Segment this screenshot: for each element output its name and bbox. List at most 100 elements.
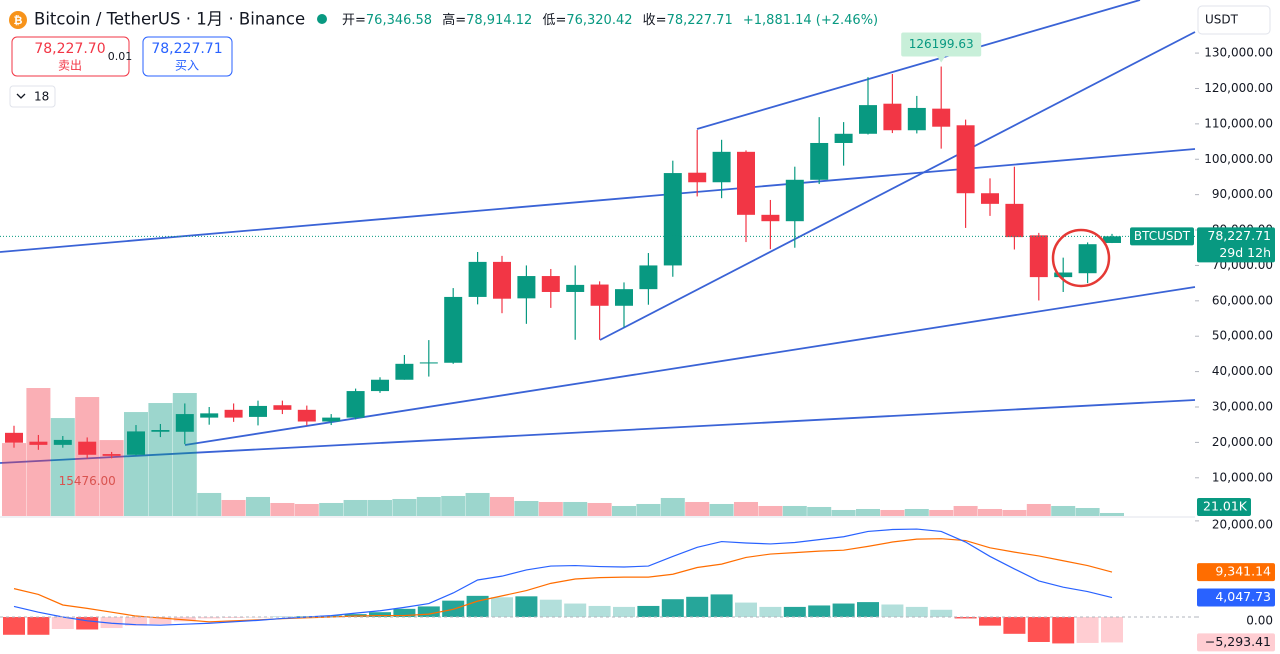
candle-body xyxy=(151,430,170,432)
trend-line xyxy=(696,0,1141,130)
macd-histogram-bar xyxy=(1027,616,1050,642)
volume-bar xyxy=(50,418,75,516)
currency-button[interactable]: USDT xyxy=(1197,5,1271,35)
y-tick-label: 120,000.00 xyxy=(1204,81,1273,95)
volume-bar xyxy=(246,496,270,516)
volume-bar xyxy=(709,503,734,516)
macd-histogram-bar xyxy=(613,606,635,617)
ohlc-label: 开= xyxy=(342,13,366,28)
candle-body xyxy=(5,432,23,443)
bid-label: 卖出 xyxy=(58,59,82,73)
trend-line xyxy=(599,31,1196,341)
macd-histogram-bar xyxy=(979,616,1001,626)
trend-lines xyxy=(0,0,1196,464)
volume-bar xyxy=(660,497,685,516)
coin-icon-glyph: ₿ xyxy=(14,14,23,27)
volume-bar xyxy=(294,503,319,516)
volume-bar xyxy=(685,501,710,516)
macd-histogram-bar xyxy=(149,616,172,625)
y-tick-label: 50,000.00 xyxy=(1212,329,1273,343)
ohlc-line: 开=76,346.58 高=78,914.12 低=76,320.42 收=78… xyxy=(342,12,878,28)
symbol-tag-box xyxy=(1130,227,1194,246)
ask-button[interactable]: 78,227.71 买入 xyxy=(142,36,233,77)
volume-bar xyxy=(953,505,978,516)
bid-button[interactable]: 78,227.70 卖出 xyxy=(11,36,130,77)
macd-histogram-bar xyxy=(637,605,660,617)
candle-body xyxy=(907,107,926,131)
macd-histogram-bar xyxy=(735,602,757,617)
last-price-box xyxy=(1197,227,1275,263)
candle-body xyxy=(419,362,438,364)
macd-histogram-bar xyxy=(393,608,416,617)
high-pointer xyxy=(937,56,946,63)
indicator-box[interactable] xyxy=(9,85,56,108)
volume-bar xyxy=(758,505,783,516)
chevron xyxy=(16,93,26,99)
data-layer: 126199.63 15476.00 xyxy=(0,32,1195,644)
volume-bar xyxy=(1026,503,1051,516)
macd-histogram-bar xyxy=(564,603,587,617)
macd-histogram-bar xyxy=(1076,616,1099,643)
candle-body xyxy=(834,133,853,143)
symbol-tag: BTCUSDT xyxy=(1134,229,1191,243)
volume-bar xyxy=(368,499,392,516)
volume-bar xyxy=(1002,509,1027,516)
candle-body xyxy=(639,265,658,290)
volume-bar xyxy=(514,500,539,516)
y-tick-label: 110,000.00 xyxy=(1204,116,1273,130)
indicator-toggle[interactable]: 18 xyxy=(9,85,56,108)
candle-body xyxy=(810,142,829,180)
volume-bar xyxy=(221,499,246,516)
countdown: 29d 12h xyxy=(1219,245,1271,260)
bid-box[interactable] xyxy=(11,36,130,77)
status-dot xyxy=(317,14,327,24)
macd-histogram-bar xyxy=(369,612,391,617)
volume-bar xyxy=(1051,505,1076,516)
y-tick-label: 20,000.00 xyxy=(1212,435,1273,449)
ask-box[interactable] xyxy=(142,36,233,77)
macd-histogram-bar xyxy=(100,616,123,629)
macd-histogram-bar xyxy=(539,599,562,617)
candle-body xyxy=(127,431,145,455)
candle-body xyxy=(615,289,633,306)
volume-bar xyxy=(148,403,173,516)
macd-histogram-bar xyxy=(783,606,806,617)
macd-line xyxy=(13,528,1113,626)
ohlc-label: 低= xyxy=(542,13,566,28)
candle-body xyxy=(175,414,194,432)
macd-histogram-bar xyxy=(954,616,977,619)
macd-histogram-bar xyxy=(905,606,928,617)
volume-bar xyxy=(538,501,563,516)
highlight-circle xyxy=(1051,228,1111,288)
y-tick-label: 10,000.00 xyxy=(1212,470,1273,484)
volume-bar xyxy=(343,499,368,516)
volume-bar xyxy=(587,502,612,516)
volume-bar xyxy=(734,501,758,516)
candle-body xyxy=(737,151,755,215)
y-tick-label: 130,000.00 xyxy=(1204,46,1273,60)
macd-histogram-bar xyxy=(417,606,440,617)
candle-body xyxy=(468,261,487,297)
macd-histogram-bar xyxy=(832,603,855,617)
currency-box[interactable] xyxy=(1197,5,1271,35)
candle-body xyxy=(78,441,97,455)
signal-tag: 9,341.14 xyxy=(1215,564,1271,579)
macd-tag-box xyxy=(1197,588,1275,607)
candle-body xyxy=(1078,244,1097,274)
histogram-tag: −5,293.41 xyxy=(1205,634,1271,649)
candle-body xyxy=(1005,203,1024,238)
low-annotation: 15476.00 xyxy=(59,474,116,488)
volume-bar xyxy=(392,498,417,516)
candle-body xyxy=(932,108,951,127)
volume-bar xyxy=(636,503,661,516)
macd-histogram-bar xyxy=(710,594,733,617)
candle-body xyxy=(297,409,316,422)
ohlc-value: 76,346.58 xyxy=(366,13,432,28)
trend-line xyxy=(0,148,1196,253)
candle-body xyxy=(395,363,414,380)
y-tick-label: 60,000.00 xyxy=(1212,293,1273,307)
macd-histogram-bar xyxy=(686,596,709,617)
ask-label: 买入 xyxy=(175,59,199,73)
